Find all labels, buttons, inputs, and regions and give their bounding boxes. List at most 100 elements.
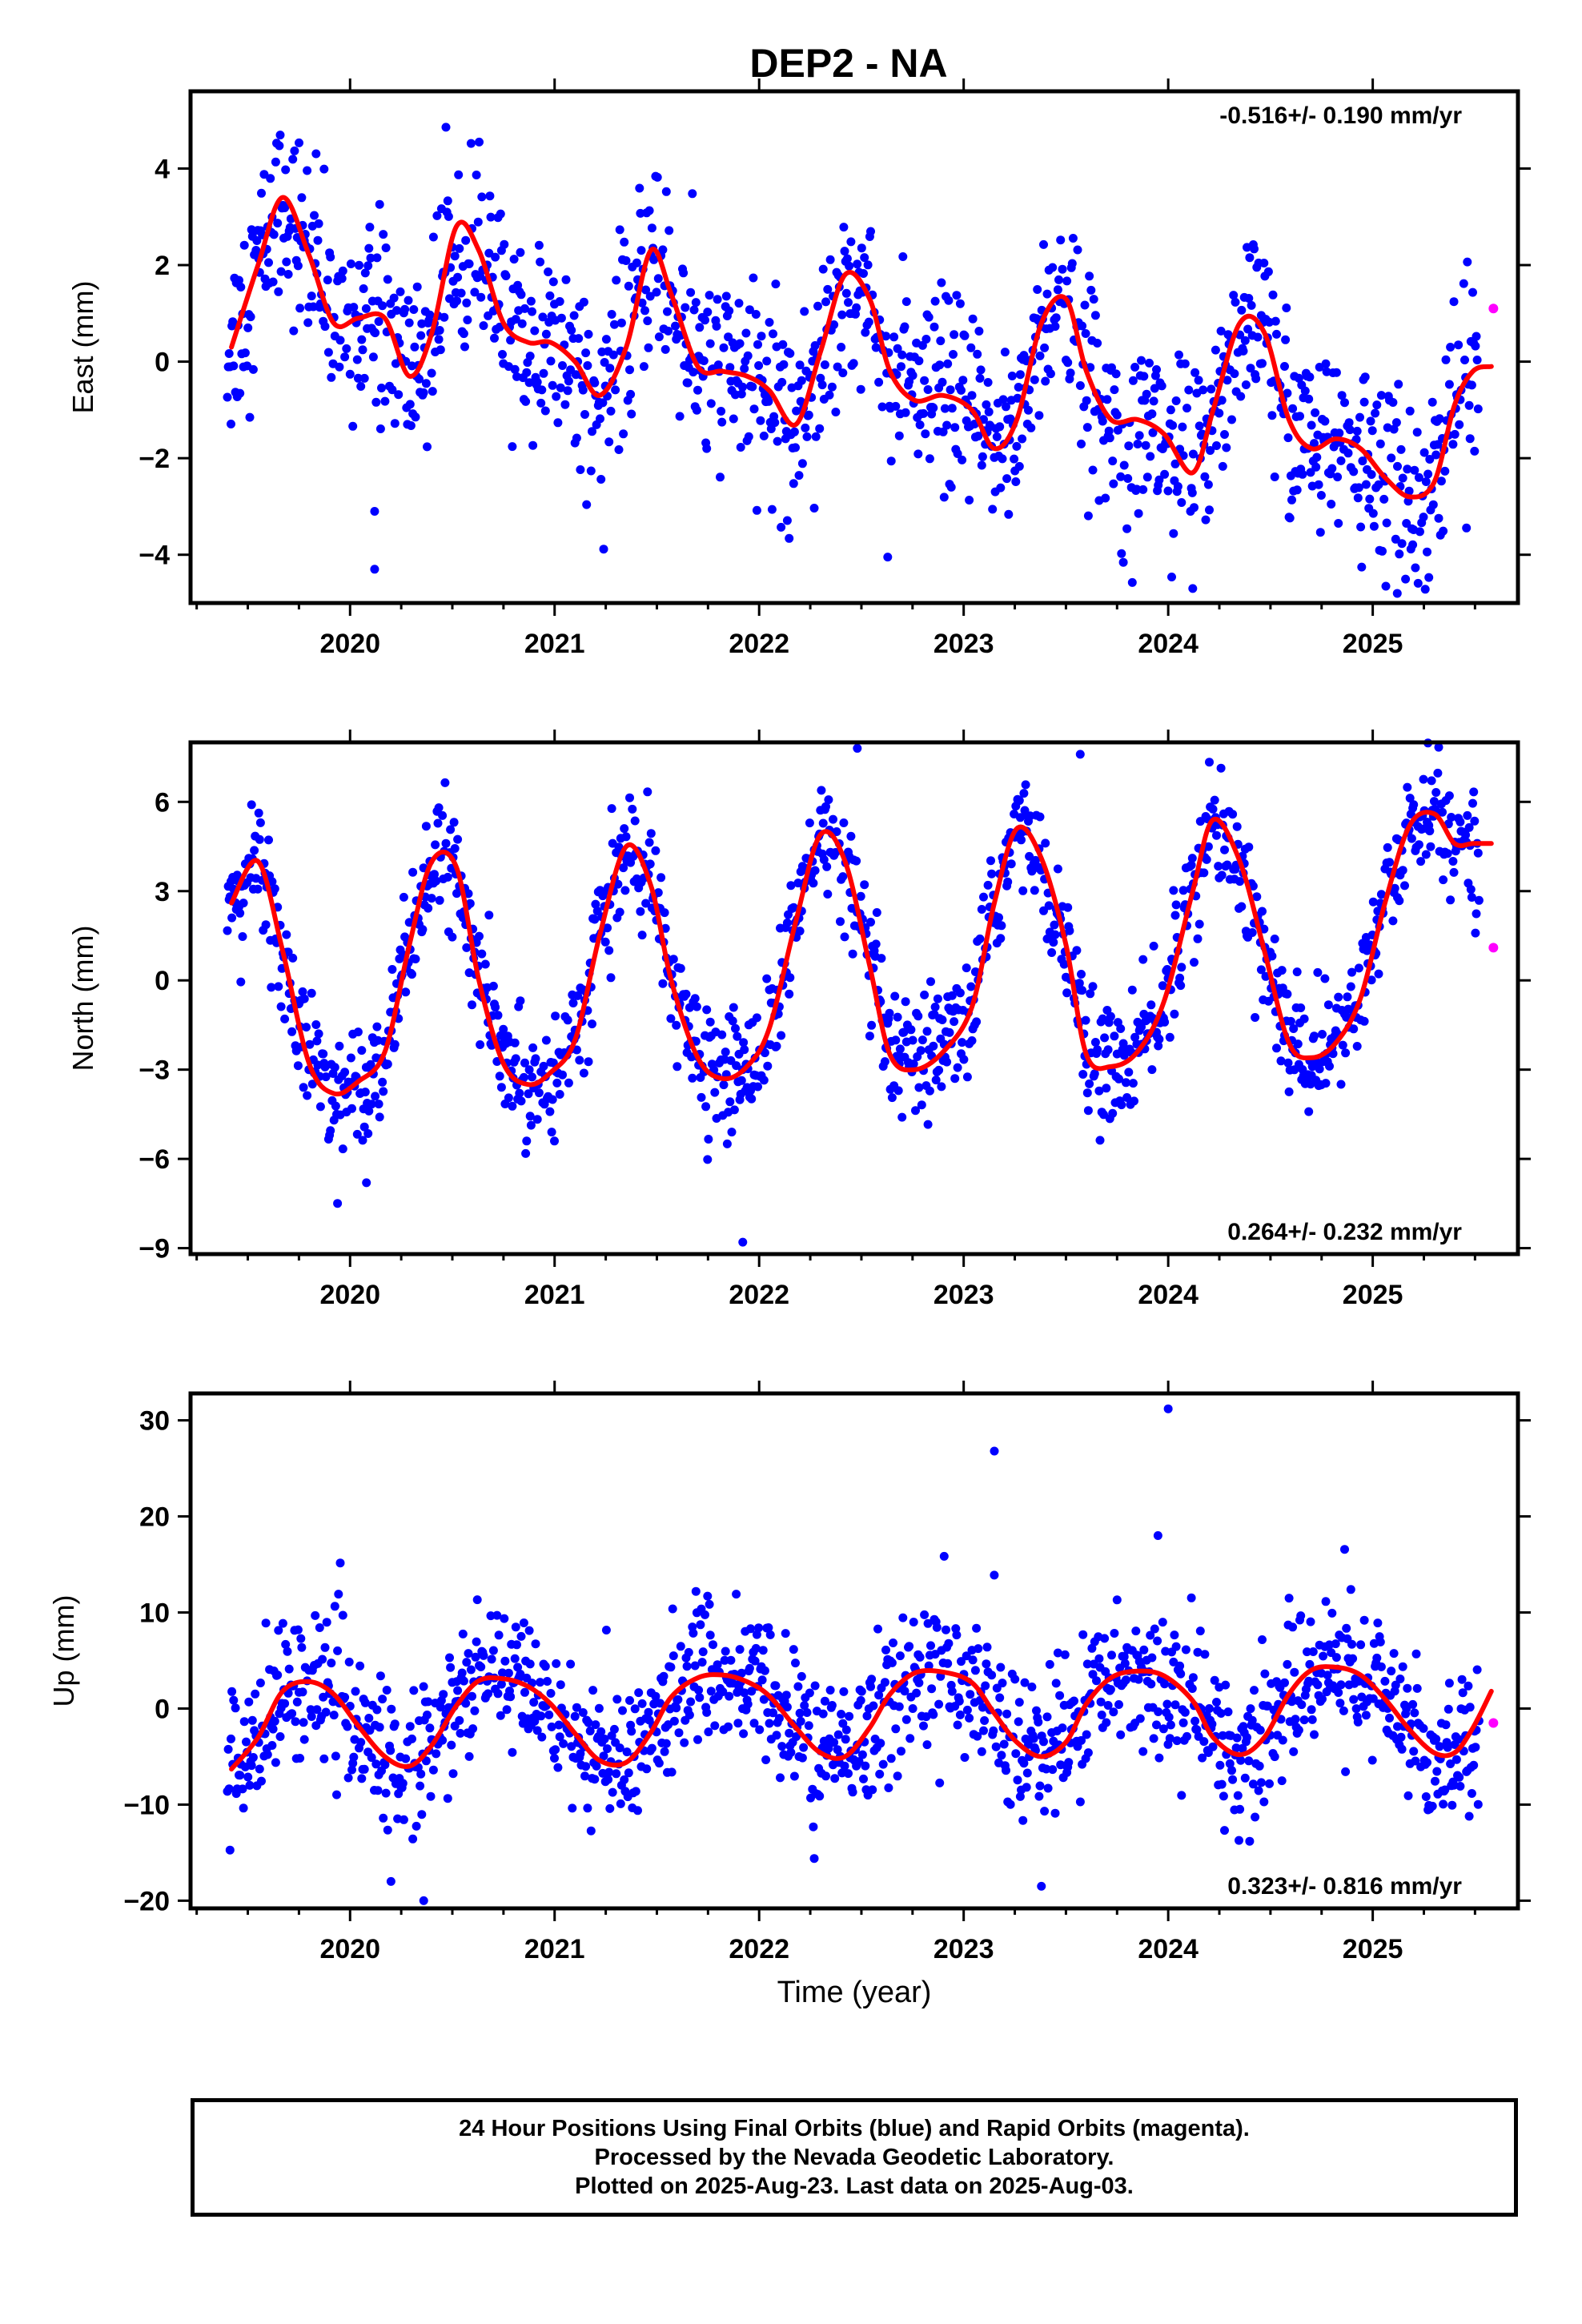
model-curve xyxy=(229,810,1494,1097)
final-orbit-point xyxy=(644,838,654,847)
final-orbit-point xyxy=(247,1715,257,1725)
final-orbit-point xyxy=(275,131,285,140)
final-orbit-point xyxy=(1391,534,1400,544)
final-orbit-point xyxy=(1195,1626,1205,1636)
final-orbit-point xyxy=(348,421,358,431)
final-orbit-point xyxy=(620,886,630,895)
final-orbit-point xyxy=(1208,1742,1218,1751)
final-orbit-point xyxy=(751,310,761,319)
final-orbit-point xyxy=(696,1620,705,1630)
final-orbit-point xyxy=(1082,1659,1092,1669)
final-orbit-point xyxy=(973,1731,982,1741)
final-orbit-point xyxy=(506,336,516,345)
final-orbit-point xyxy=(229,1695,239,1705)
final-orbit-point xyxy=(933,994,942,1003)
final-orbit-point xyxy=(1050,930,1060,939)
final-orbit-point xyxy=(616,318,626,328)
final-orbit-point xyxy=(270,884,279,894)
final-orbit-point xyxy=(512,1640,521,1650)
final-orbit-point xyxy=(1397,539,1407,549)
final-orbit-point xyxy=(500,239,509,249)
final-orbit-point xyxy=(585,1727,595,1735)
final-orbit-point xyxy=(459,1676,468,1686)
final-orbit-point xyxy=(929,1041,938,1051)
final-orbit-point xyxy=(717,1030,727,1039)
final-orbit-point xyxy=(516,996,525,1006)
final-orbit-point xyxy=(889,1638,897,1647)
final-orbit-point xyxy=(1033,285,1042,294)
final-orbit-point xyxy=(247,800,256,810)
final-orbit-point xyxy=(727,1128,737,1137)
final-orbit-point xyxy=(694,1686,704,1695)
final-orbit-point xyxy=(491,1003,500,1012)
final-orbit-point xyxy=(725,363,735,372)
final-orbit-point xyxy=(546,356,556,366)
final-orbit-point xyxy=(538,312,548,322)
final-orbit-point xyxy=(543,1677,552,1686)
final-orbit-point xyxy=(974,327,984,336)
final-orbit-point xyxy=(1101,493,1110,503)
final-orbit-point xyxy=(794,471,804,480)
final-orbit-point xyxy=(953,449,962,458)
final-orbit-point xyxy=(517,319,527,328)
final-orbit-point xyxy=(637,1699,647,1708)
final-orbit-point xyxy=(1424,573,1434,582)
final-orbit-point xyxy=(1205,758,1214,767)
final-orbit-point xyxy=(914,356,924,366)
final-orbit-point xyxy=(1270,935,1279,943)
final-orbit-point xyxy=(404,318,414,328)
final-orbit-point xyxy=(273,219,283,228)
final-orbit-point xyxy=(1085,1079,1094,1088)
final-orbit-point xyxy=(1202,854,1211,864)
final-orbit-point xyxy=(897,1747,905,1756)
final-orbit-point xyxy=(539,368,548,378)
final-orbit-point xyxy=(528,1072,536,1082)
final-orbit-point xyxy=(605,364,615,373)
final-orbit-point xyxy=(1177,963,1186,972)
final-orbit-point xyxy=(1220,845,1229,854)
final-orbit-point xyxy=(275,141,284,151)
final-orbit-point xyxy=(500,1614,509,1623)
final-orbit-point xyxy=(869,1701,878,1711)
final-orbit-point xyxy=(853,259,862,269)
final-orbit-point xyxy=(540,1662,550,1671)
final-orbit-point xyxy=(607,804,616,814)
final-orbit-point xyxy=(721,1647,730,1656)
final-orbit-point xyxy=(307,1080,317,1089)
final-orbit-point xyxy=(1085,271,1094,281)
final-orbit-point xyxy=(1389,1649,1399,1659)
final-orbit-point xyxy=(303,318,313,328)
final-orbit-point xyxy=(1000,348,1010,357)
final-orbit-point xyxy=(424,903,433,913)
final-orbit-point xyxy=(561,275,571,284)
final-orbit-point xyxy=(1110,1031,1119,1041)
final-orbit-point xyxy=(881,332,890,341)
final-orbit-point xyxy=(290,146,299,155)
final-orbit-point xyxy=(245,412,255,422)
final-orbit-point xyxy=(1223,1707,1233,1717)
final-orbit-point xyxy=(1335,428,1344,438)
final-orbit-point xyxy=(1181,1645,1191,1655)
final-orbit-point xyxy=(1132,485,1142,494)
final-orbit-point xyxy=(330,1602,339,1611)
final-orbit-point xyxy=(1468,287,1477,297)
final-orbit-point xyxy=(1452,1755,1461,1764)
final-orbit-point xyxy=(283,1647,292,1656)
final-orbit-point xyxy=(1191,368,1200,377)
final-orbit-point xyxy=(1163,486,1173,496)
final-orbit-point xyxy=(454,170,464,179)
final-orbit-point xyxy=(1214,862,1223,871)
final-orbit-point xyxy=(1088,1670,1098,1679)
final-orbit-point xyxy=(239,1803,248,1813)
final-orbit-point xyxy=(934,1699,944,1709)
final-orbit-point xyxy=(624,281,633,291)
y-axis-label: North (mm) xyxy=(66,926,99,1072)
final-orbit-point xyxy=(1020,1678,1030,1687)
final-orbit-point xyxy=(227,420,235,428)
final-orbit-point xyxy=(763,1061,773,1071)
final-orbit-point xyxy=(1425,455,1435,464)
final-orbit-point xyxy=(452,296,461,306)
final-orbit-point xyxy=(791,1659,800,1668)
final-orbit-point xyxy=(366,1059,375,1069)
final-orbit-point xyxy=(1304,1676,1314,1686)
